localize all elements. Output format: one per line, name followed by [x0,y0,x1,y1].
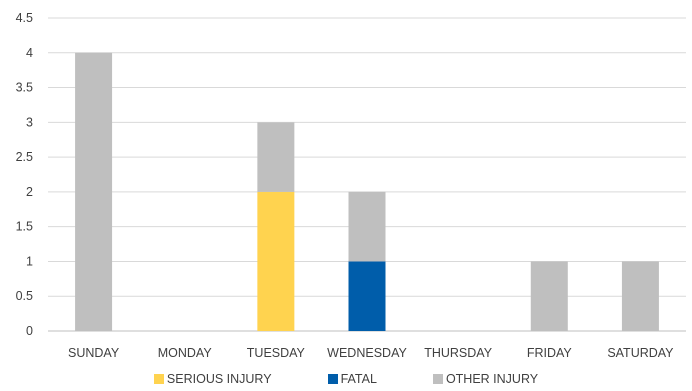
bar-segment-other-injury [75,52,113,332]
x-tick-label: SATURDAY [607,346,674,360]
y-tick-label: 4.5 [16,11,33,25]
legend-label-other-injury: OTHER INJURY [445,372,539,386]
x-tick-label: FRIDAY [527,346,573,360]
legend-swatch-serious-injury [153,374,164,384]
bar-segment-serious-injury [257,191,295,331]
y-tick-label: 3 [26,115,33,129]
legend: SERIOUS INJURY FATAL OTHER INJURY [0,369,692,389]
y-tick-label: 2.5 [16,150,33,164]
legend-swatch-fatal [327,374,338,384]
bar-segment-other-injury [530,261,568,331]
x-tick-label: SUNDAY [68,346,120,360]
y-tick-label: 4 [26,46,33,60]
legend-swatch-other-injury [432,374,443,384]
bars [75,52,659,332]
legend-item-serious-injury: SERIOUS INJURY [153,369,272,389]
x-tick-label: TUESDAY [247,346,306,360]
bar-segment-other-injury [348,191,386,262]
x-axis-tick-labels: SUNDAY MONDAY TUESDAY WEDNESDAY THURSDAY FRID… [68,346,674,360]
legend-item-other-injury: OTHER INJURY [432,369,539,389]
y-tick-label: 1 [26,254,33,268]
y-tick-label: 2 [26,185,33,199]
y-axis-tick-labels: 0 0.5 1 1.5 2 2.5 3 3.5 4 4.5 [16,11,33,338]
legend-item-fatal: FATAL [327,369,377,389]
bar-segment-other-injury [621,261,659,331]
y-tick-label: 0.5 [16,289,33,303]
y-tick-label: 1.5 [16,220,33,234]
x-tick-label: MONDAY [158,346,213,360]
y-tick-label: 0 [26,324,33,338]
x-tick-label: THURSDAY [424,346,492,360]
y-tick-label: 3.5 [16,81,33,95]
bar-segment-fatal [348,261,386,331]
legend-label-serious-injury: SERIOUS INJURY [166,372,272,386]
bar-segment-other-injury [257,122,295,192]
x-tick-label: WEDNESDAY [327,346,407,360]
legend-label-fatal: FATAL [340,372,377,386]
